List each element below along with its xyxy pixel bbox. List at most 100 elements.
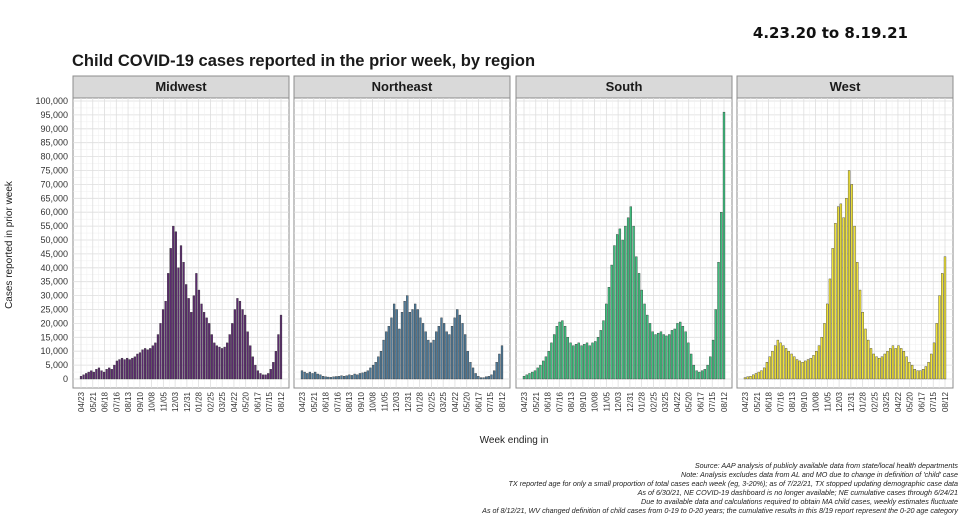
bar <box>179 245 183 380</box>
bar <box>839 203 843 380</box>
bar <box>487 376 490 380</box>
bar <box>722 111 726 380</box>
bar <box>875 356 878 380</box>
bar <box>820 337 823 380</box>
x-tick-label: 06/17 <box>696 391 705 412</box>
bar <box>482 377 485 380</box>
bar <box>316 373 319 380</box>
x-tick-label: 02/25 <box>427 391 436 412</box>
bar <box>900 348 903 380</box>
bar <box>809 357 812 380</box>
x-tick-label: 07/15 <box>265 391 274 412</box>
x-tick-label: 12/31 <box>404 391 413 412</box>
bar <box>264 374 267 380</box>
bar <box>689 353 693 380</box>
bar <box>760 370 763 380</box>
bar <box>274 351 277 380</box>
bar <box>118 359 121 380</box>
bar <box>771 351 774 380</box>
bar <box>238 300 242 380</box>
x-tick-label: 12/03 <box>171 391 180 412</box>
bar <box>665 335 668 380</box>
bar <box>450 326 454 380</box>
bar <box>749 376 752 380</box>
bar <box>919 370 922 380</box>
bar <box>385 331 388 380</box>
bar <box>544 356 548 380</box>
bar <box>743 377 747 380</box>
bar <box>692 364 696 380</box>
x-tick-label: 04/23 <box>520 391 529 412</box>
bar <box>580 345 583 380</box>
bar <box>490 374 493 380</box>
y-tick-label: 100,000 <box>35 96 68 106</box>
bar <box>889 348 892 380</box>
bar <box>364 371 367 380</box>
bar <box>411 309 414 380</box>
bar <box>92 371 95 380</box>
x-tick-label: 05/21 <box>310 391 319 412</box>
y-tick-label: 45,000 <box>40 249 68 259</box>
bar <box>453 317 456 380</box>
bar <box>935 323 938 380</box>
bar <box>350 375 354 380</box>
bar <box>684 331 687 380</box>
bar <box>345 375 348 380</box>
footnote-ma: Due to available data and calculations r… <box>641 497 958 506</box>
bar <box>314 371 317 380</box>
x-tick-label: 10/08 <box>812 391 821 412</box>
bar <box>640 289 643 380</box>
bar <box>709 356 712 380</box>
bar <box>932 342 936 380</box>
bar <box>277 334 280 380</box>
y-tick-label: 0 <box>63 374 68 384</box>
y-axis-ticks: 0 5,000 10,000 15,000 20,000 25,000 30,000 35,0… <box>35 96 68 384</box>
bar <box>632 225 635 380</box>
bar <box>485 376 488 380</box>
x-tick-label: 06/18 <box>322 391 331 412</box>
bar <box>599 330 602 380</box>
bar <box>607 287 611 380</box>
bar <box>187 298 190 380</box>
bar <box>348 374 351 380</box>
x-tick-label: 01/28 <box>859 391 868 412</box>
footnotes: Source: AAP analysis of publicly availab… <box>481 461 958 515</box>
bar <box>236 298 239 380</box>
bar <box>637 273 641 380</box>
x-tick-label: 06/18 <box>544 391 553 412</box>
bar <box>662 334 665 380</box>
bar <box>574 344 578 380</box>
x-tick-label: 06/18 <box>765 391 774 412</box>
bar <box>861 312 864 380</box>
bar <box>528 373 531 380</box>
bar <box>356 374 359 380</box>
bar <box>249 345 252 380</box>
bar <box>812 355 815 380</box>
bar <box>110 369 113 380</box>
bar <box>577 342 580 380</box>
bar <box>646 314 649 380</box>
bar <box>784 348 788 380</box>
bar <box>585 342 589 380</box>
bar <box>408 312 412 380</box>
bar <box>379 351 383 380</box>
bar <box>790 353 793 380</box>
y-tick-label: 60,000 <box>40 207 68 217</box>
bar <box>798 360 801 380</box>
y-tick-label: 80,000 <box>40 152 68 162</box>
bar <box>687 342 690 380</box>
bar <box>329 377 333 380</box>
bar <box>233 309 236 380</box>
bar <box>308 371 312 380</box>
bar <box>185 284 188 380</box>
bar <box>498 353 501 380</box>
x-tick-label: 04/22 <box>673 391 682 412</box>
bar <box>500 345 504 380</box>
bar <box>377 356 380 380</box>
bar <box>371 364 375 380</box>
bar <box>847 170 851 380</box>
bar <box>588 345 591 380</box>
x-tick-label: 04/22 <box>230 391 239 412</box>
x-tick-label: 01/28 <box>638 391 647 412</box>
bar <box>583 344 586 380</box>
